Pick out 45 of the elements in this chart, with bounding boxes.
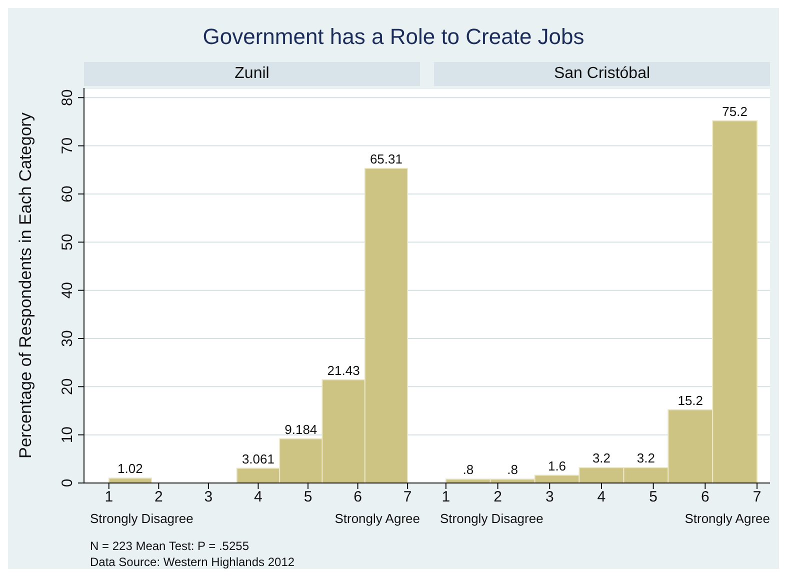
data-label: .8: [507, 462, 518, 478]
x-tick-label: 7: [403, 488, 412, 506]
y-tick-label: 70: [59, 137, 76, 154]
x-tick-label: 1: [104, 488, 114, 506]
data-label: 3.2: [592, 450, 611, 466]
data-label: 9.184: [284, 422, 318, 437]
x-tick-label: 6: [701, 488, 710, 506]
data-label: 75.2: [722, 104, 748, 119]
y-tick-label: 60: [59, 186, 76, 202]
x-tick-label: 5: [304, 488, 312, 506]
x-tick-label: 3: [545, 488, 554, 506]
y-axis-title: Percentage of Respondents in Each Category: [16, 112, 36, 458]
data-label: 65.31: [370, 151, 402, 166]
y-tick-label: 0: [59, 478, 76, 488]
data-label: 1.02: [118, 461, 143, 476]
y-tick-label: 40: [59, 282, 76, 299]
x-tick-label: 2: [154, 488, 163, 506]
x-tick-label: 1: [442, 488, 450, 506]
data-label: 15.2: [678, 392, 704, 408]
y-tick-label: 30: [59, 330, 76, 347]
data-label: 1.6: [548, 458, 566, 474]
text: Strongly Agree: [334, 511, 420, 526]
chart-subtitle: San Cristóbal: [434, 62, 770, 86]
x-tick-label: 3: [204, 488, 213, 506]
x-tick-label: 5: [649, 488, 658, 506]
data-label: 3.061: [242, 451, 274, 466]
x-tick-label: 7: [752, 488, 762, 506]
x-tick-label: 4: [597, 488, 606, 506]
chart-subtitle: Zunil: [84, 62, 420, 86]
x-tick-label: 2: [494, 488, 502, 506]
chart-title: Government has a Role to Create Jobs: [202, 24, 586, 50]
text: N = 223 Mean Test: P = .5255: [90, 539, 249, 553]
text: Strongly Disagree: [90, 511, 194, 526]
text: Strongly Agree: [684, 511, 770, 526]
y-tick-label: 50: [59, 234, 76, 250]
data-label: 3.2: [636, 450, 655, 466]
x-tick-label: 6: [354, 488, 362, 506]
data-label: .8: [462, 462, 474, 478]
x-tick-label: 4: [254, 488, 262, 506]
source-note: Data Source: Western Highlands 2012: [90, 555, 295, 569]
data-label: 21.43: [327, 362, 360, 378]
y-tick-label: 20: [59, 378, 76, 395]
y-tick-label: 80: [59, 89, 76, 106]
y-tick-label: 10: [59, 426, 76, 444]
text: Strongly Disagree: [440, 511, 544, 526]
